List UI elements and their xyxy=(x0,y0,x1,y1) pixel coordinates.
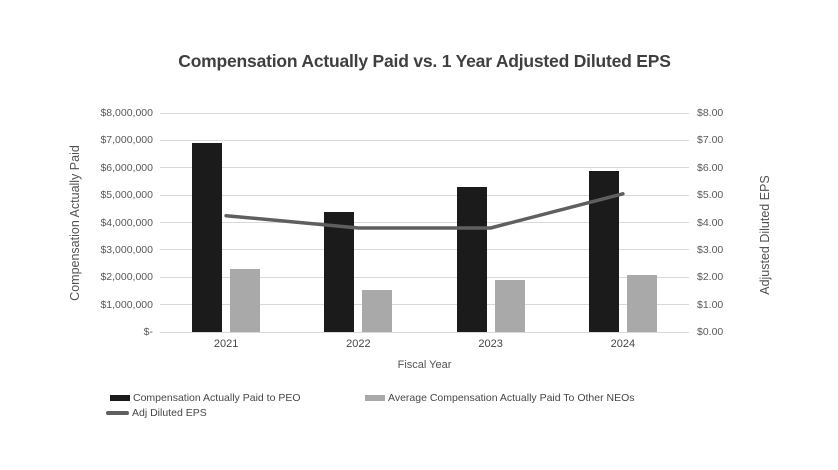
plot-area xyxy=(160,112,689,333)
left-axis-tick-label: $1,000,000 xyxy=(100,298,153,311)
bar-peo-2023 xyxy=(456,186,487,332)
legend-label: Average Compensation Actually Paid To Ot… xyxy=(388,392,635,404)
legend-item: Adj Diluted EPS xyxy=(106,407,207,419)
x-axis-tick-label: 2022 xyxy=(346,338,371,350)
gridline xyxy=(160,112,689,114)
gridline xyxy=(160,331,689,333)
legend-line-swatch xyxy=(106,411,129,415)
bar-peo-2021 xyxy=(192,143,223,332)
left-axis-tick-label: $- xyxy=(143,326,153,338)
left-axis-tick-label: $4,000,000 xyxy=(100,216,153,229)
right-axis-tick-label: $7.00 xyxy=(697,134,724,147)
bar-neo-2023 xyxy=(494,280,525,332)
gridline xyxy=(160,194,689,196)
left-axis-tick-label: $6,000,000 xyxy=(100,161,153,174)
legend-bar-swatch xyxy=(365,395,385,401)
chart-title: Compensation Actually Paid vs. 1 Year Ad… xyxy=(178,51,671,71)
legend-item: Average Compensation Actually Paid To Ot… xyxy=(365,392,635,404)
x-axis-tick-label: 2024 xyxy=(610,338,636,350)
gridline xyxy=(160,167,689,169)
x-axis-tick-label: 2021 xyxy=(213,338,239,350)
right-axis-tick-label: $8.00 xyxy=(697,107,724,119)
left-axis-tick-label: $5,000,000 xyxy=(100,189,153,202)
gridline xyxy=(160,139,689,141)
left-axis-tick-label: $3,000,000 xyxy=(100,243,153,256)
right-axis-tick-label: $1.00 xyxy=(697,298,724,311)
eps-line xyxy=(224,192,625,230)
gridline xyxy=(160,304,689,306)
legend-label: Compensation Actually Paid to PEO xyxy=(133,392,301,404)
right-axis-tick-label: $3.00 xyxy=(697,243,724,256)
gridline xyxy=(160,276,689,278)
legend-item: Compensation Actually Paid to PEO xyxy=(110,392,301,404)
bar-neo-2024 xyxy=(626,274,657,332)
bar-peo-2022 xyxy=(324,211,355,332)
left-axis-tick-label: $8,000,000 xyxy=(100,107,153,119)
left-axis-tick-label: $2,000,000 xyxy=(100,271,153,284)
right-axis-tick-label: $2.00 xyxy=(697,271,724,284)
right-axis-title: Adjusted Diluted EPS xyxy=(758,175,772,295)
x-axis-tick-label: 2023 xyxy=(478,338,503,350)
legend-label: Adj Diluted EPS xyxy=(132,407,207,419)
right-axis-tick-label: $0.00 xyxy=(697,326,724,338)
right-axis-tick-label: $6.00 xyxy=(697,161,724,174)
bar-neo-2021 xyxy=(230,269,261,332)
gridline xyxy=(160,249,689,251)
gridline xyxy=(160,222,689,223)
left-axis-tick-label: $7,000,000 xyxy=(100,134,153,147)
right-axis-tick-label: $5.00 xyxy=(697,189,724,202)
legend-bar-swatch xyxy=(110,395,130,401)
x-axis-title: Fiscal Year xyxy=(397,359,452,371)
right-axis-tick-label: $4.00 xyxy=(697,216,724,229)
bar-neo-2022 xyxy=(362,289,393,332)
line-layer xyxy=(224,192,625,230)
